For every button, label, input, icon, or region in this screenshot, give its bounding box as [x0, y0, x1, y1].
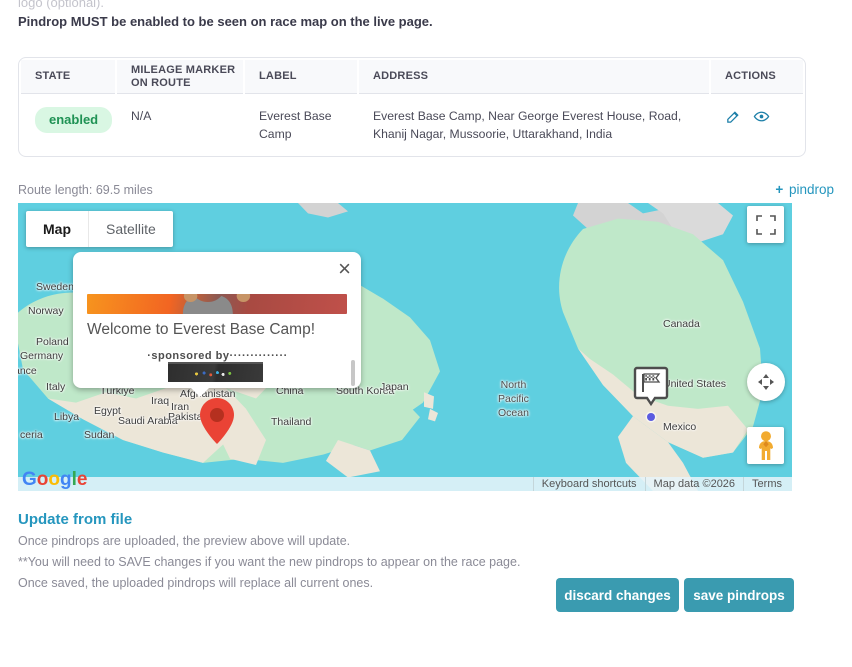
svg-text:Google: Google — [22, 469, 87, 490]
